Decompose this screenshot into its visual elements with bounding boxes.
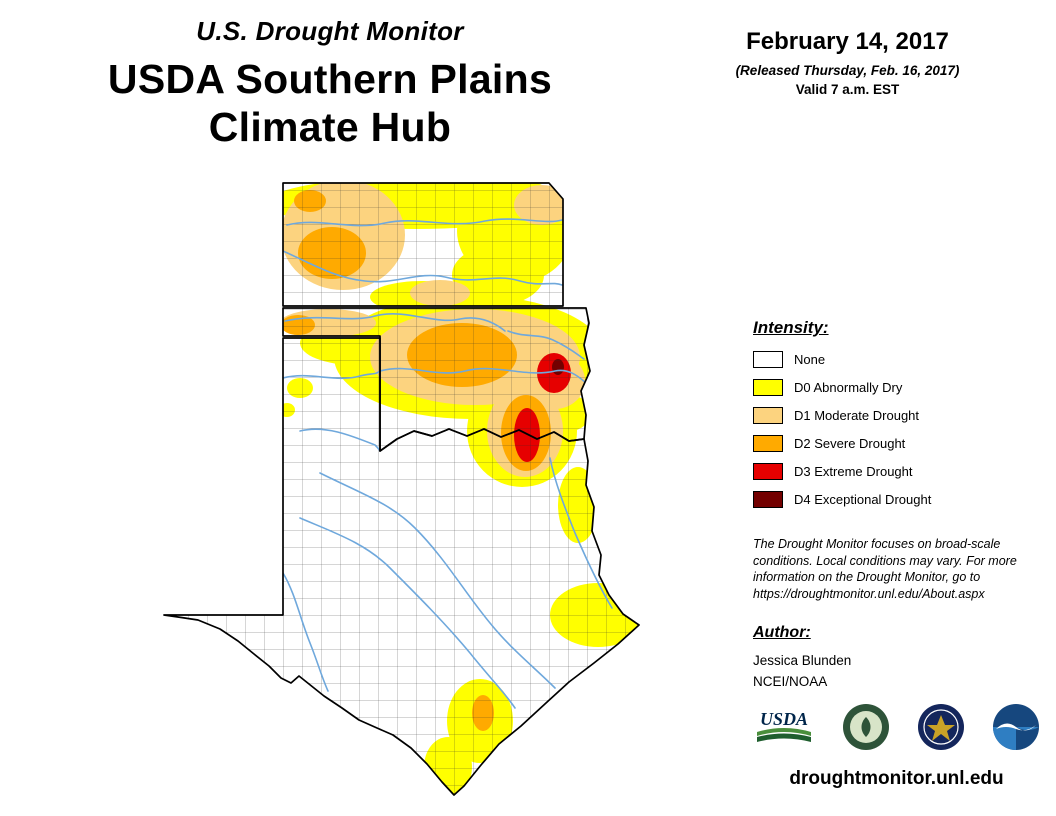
legend-row-d2: D2 Severe Drought xyxy=(753,435,1043,452)
ndmc-logo-icon xyxy=(843,704,889,750)
usda-logo-text: USDA xyxy=(759,709,808,729)
rivers xyxy=(282,218,613,709)
legend-label-d4: D4 Exceptional Drought xyxy=(794,492,932,507)
legend-label-none: None xyxy=(794,352,826,367)
legend-label-d3: D3 Extreme Drought xyxy=(794,464,913,479)
legend-row-d1: D1 Moderate Drought xyxy=(753,407,1043,424)
texas-outline xyxy=(163,337,640,796)
usda-logo-swoosh xyxy=(757,728,811,742)
date-block: February 14, 2017 (Released Thursday, Fe… xyxy=(700,28,995,97)
legend-swatch-d3 xyxy=(753,463,783,480)
legend-swatch-d4 xyxy=(753,491,783,508)
drought-map xyxy=(150,173,660,803)
legend-label-d2: D2 Severe Drought xyxy=(794,436,906,451)
legend-title: Intensity: xyxy=(753,318,829,337)
legend-swatch-d2 xyxy=(753,435,783,452)
legend-label-d0: D0 Abnormally Dry xyxy=(794,380,903,395)
logos-row: USDA xyxy=(753,698,1040,756)
usda-logo-icon: USDA xyxy=(753,703,815,751)
author-name: Jessica Blunden xyxy=(753,653,852,668)
legend-swatch-none xyxy=(753,351,783,368)
page-title: USDA Southern Plains Climate Hub xyxy=(40,55,620,152)
disclaimer-text: The Drought Monitor focuses on broad-sca… xyxy=(753,537,1017,601)
legend-row-d3: D3 Extreme Drought xyxy=(753,463,1043,480)
page-title-line2: Climate Hub xyxy=(208,104,452,151)
kansas-outline xyxy=(282,182,564,307)
header: U.S. Drought Monitor USDA Southern Plain… xyxy=(40,16,620,152)
map-fill-layer xyxy=(164,183,639,795)
commerce-seal-icon xyxy=(918,704,964,750)
legend-row-none: None xyxy=(753,351,1043,368)
noaa-logo-icon xyxy=(993,704,1039,750)
legend-row-d0: D0 Abnormally Dry xyxy=(753,379,1043,396)
state-borders xyxy=(163,182,640,796)
author-block: Author: Jessica Blunden NCEI/NOAA xyxy=(753,624,1040,693)
release-date: (Released Thursday, Feb. 16, 2017) xyxy=(735,63,960,78)
author-org: NCEI/NOAA xyxy=(753,673,828,689)
footer-url: droughtmonitor.unl.edu xyxy=(789,768,1004,789)
map-date: February 14, 2017 xyxy=(746,28,949,55)
county-boundaries xyxy=(164,183,639,795)
legend-swatch-d0 xyxy=(753,379,783,396)
page-title-line1: USDA Southern Plains xyxy=(107,56,553,102)
legend-swatch-d1 xyxy=(753,407,783,424)
valid-time: Valid 7 a.m. EST xyxy=(795,82,900,97)
legend: Intensity: None D0 Abnormally Dry D1 Mod… xyxy=(753,318,1043,519)
report-supertitle: U.S. Drought Monitor xyxy=(196,16,464,46)
legend-label-d1: D1 Moderate Drought xyxy=(794,408,920,423)
legend-row-d4: D4 Exceptional Drought xyxy=(753,491,1043,508)
author-heading: Author: xyxy=(753,624,811,641)
